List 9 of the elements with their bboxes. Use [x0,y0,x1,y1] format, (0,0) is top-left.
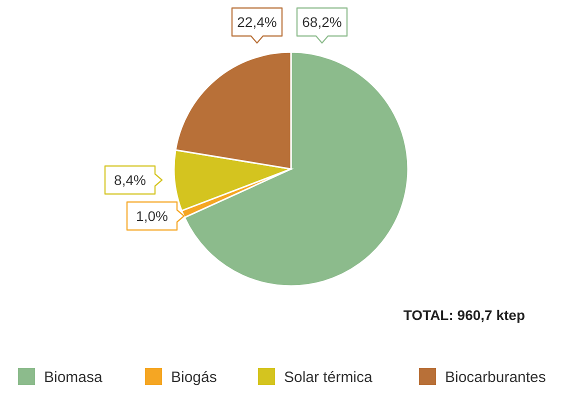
legend-label: Biocarburantes [445,369,546,386]
text: TOTAL: 960,7 ktep [403,307,525,323]
data-label: 1,0% [136,208,168,224]
data-label: 68,2% [302,14,342,30]
legend-label: Solar térmica [284,369,374,386]
legend-label: Biomasa [44,369,104,386]
data-label: 22,4% [237,14,277,30]
legend-label: Biogás [171,369,217,386]
data-label: 8,4% [114,172,146,188]
